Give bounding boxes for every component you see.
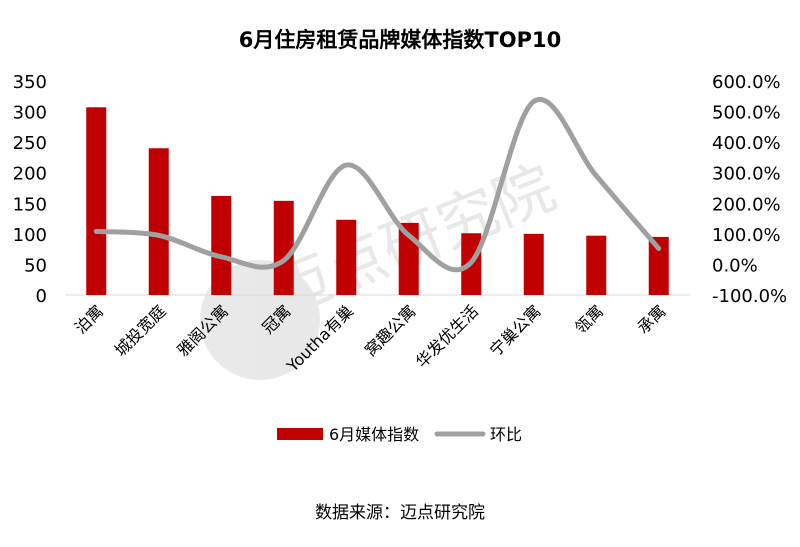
legend: 6月媒体指数 环比 (277, 425, 522, 444)
y-left-tick: 250 (13, 133, 47, 154)
y-right-tick: 200.0% (712, 194, 781, 215)
x-tick-label: 承寓 (634, 301, 670, 337)
bar-4 (336, 220, 356, 295)
y-left-tick: 50 (24, 255, 47, 276)
x-tick-label: 城投宽庭 (111, 301, 170, 360)
legend-line-label: 环比 (490, 425, 522, 444)
chart-title: 6月住房租赁品牌媒体指数TOP10 (239, 28, 561, 52)
x-tick-label: 窝趣公寓 (361, 301, 420, 360)
y-left-tick: 100 (13, 225, 47, 246)
x-tick-label: 宁巢公寓 (486, 301, 545, 360)
y-right-tick: 0.0% (712, 255, 758, 276)
source-note: 数据来源：迈点研究院 (315, 503, 485, 523)
bar-7 (524, 234, 544, 295)
y-left-tick: 150 (13, 194, 47, 215)
y-right-tick: -100.0% (712, 286, 787, 307)
bar-2 (211, 196, 231, 295)
y-right-tick: 600.0% (712, 72, 781, 93)
y-right-tick: 400.0% (712, 133, 781, 154)
y-left-tick: 200 (13, 164, 47, 185)
bar-1 (149, 148, 169, 295)
y-left-tick: 300 (13, 103, 47, 124)
bar-3 (274, 201, 294, 295)
x-tick-label: 瓴寓 (571, 301, 607, 337)
x-tick-label: 泊寓 (71, 301, 107, 337)
y-right-tick: 100.0% (712, 225, 781, 246)
y-right-tick: 500.0% (712, 103, 781, 124)
x-tick-label: 华发优生活 (412, 301, 482, 371)
legend-bar-label: 6月媒体指数 (329, 425, 419, 444)
y-left-tick: 0 (36, 286, 47, 307)
bar-8 (586, 236, 606, 295)
y-left-tick: 350 (13, 72, 47, 93)
y-right-tick: 300.0% (712, 164, 781, 185)
legend-bar-swatch (277, 428, 323, 440)
bar-0 (86, 107, 106, 295)
